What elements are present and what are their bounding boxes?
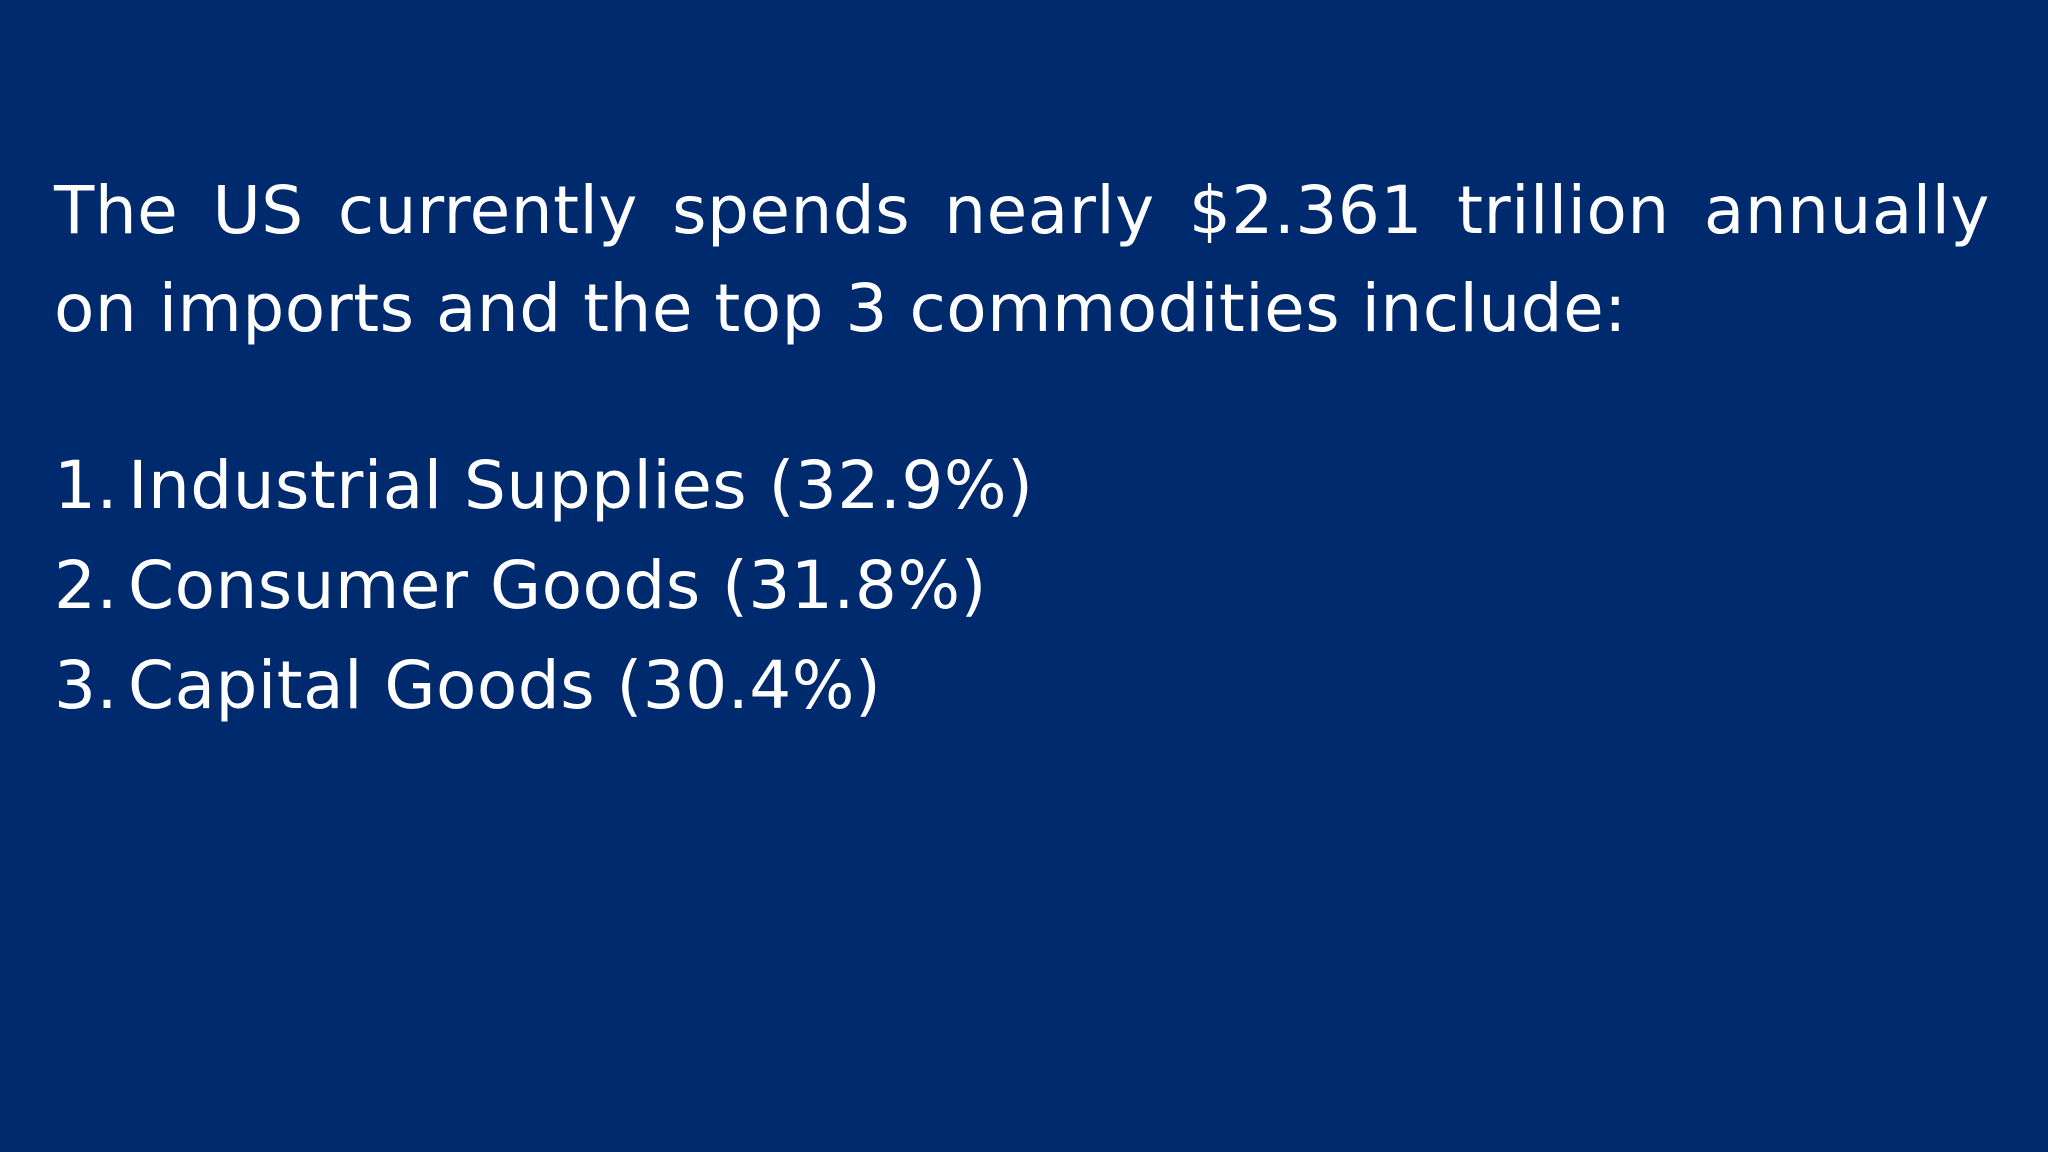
list-item: 2. Consumer Goods (31.8%) bbox=[54, 536, 1033, 636]
list-item-label: Industrial Supplies (32.9%) bbox=[128, 447, 1034, 524]
intro-line-2: on imports and the top 3 commodities inc… bbox=[54, 270, 1627, 347]
list-item-number: 1. bbox=[54, 447, 118, 524]
list-item: 1. Industrial Supplies (32.9%) bbox=[54, 436, 1033, 536]
intro-line-1: The US currently spends nearly $2.361 tr… bbox=[54, 172, 1990, 249]
list-item: 3. Capital Goods (30.4%) bbox=[54, 636, 1033, 736]
list-item-number: 2. bbox=[54, 547, 118, 624]
commodity-list: 1. Industrial Supplies (32.9%) 2. Consum… bbox=[54, 436, 1033, 736]
list-item-label: Consumer Goods (31.8%) bbox=[128, 547, 987, 624]
intro-paragraph: The US currently spends nearly $2.361 tr… bbox=[54, 162, 1990, 358]
list-item-label: Capital Goods (30.4%) bbox=[128, 647, 882, 724]
list-item-number: 3. bbox=[54, 647, 118, 724]
